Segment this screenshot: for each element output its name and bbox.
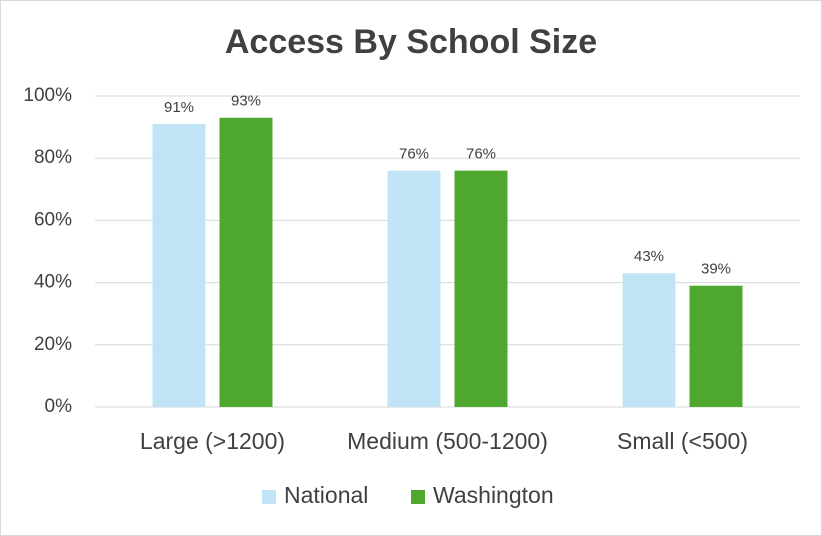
- x-tick-label: Medium (500-1200): [347, 428, 548, 454]
- value-label: 43%: [634, 248, 664, 265]
- legend-label: Washington: [433, 482, 554, 508]
- chart-title: Access By School Size: [225, 23, 597, 61]
- bar: [387, 170, 441, 407]
- y-tick-label: 80%: [34, 147, 72, 168]
- y-tick-label: 20%: [34, 334, 72, 355]
- x-tick-label: Large (>1200): [140, 428, 285, 454]
- legend-swatch: [262, 490, 276, 504]
- bar: [689, 285, 743, 407]
- y-tick-label: 60%: [34, 209, 72, 230]
- bar: [219, 117, 273, 408]
- legend-swatch: [411, 490, 425, 504]
- value-label: 93%: [231, 93, 261, 110]
- x-tick-label: Small (<500): [617, 428, 748, 454]
- y-tick-label: 0%: [45, 396, 73, 417]
- y-tick-label: 100%: [23, 85, 72, 106]
- bar: [454, 170, 508, 407]
- value-label: 39%: [701, 261, 731, 278]
- bar: [152, 123, 206, 408]
- legend-label: National: [284, 482, 368, 508]
- bar: [622, 273, 676, 407]
- value-label: 76%: [399, 146, 429, 163]
- value-label: 91%: [164, 99, 194, 116]
- value-label: 76%: [466, 146, 496, 163]
- y-tick-label: 40%: [34, 272, 72, 293]
